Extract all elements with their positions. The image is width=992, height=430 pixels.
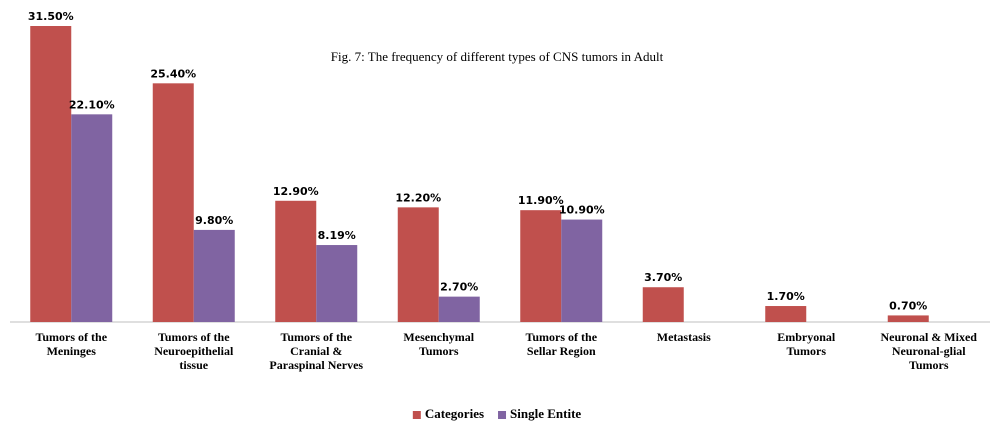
x-tick-label: Tumors of the Neuroepithelial tissue [154, 330, 234, 372]
bar [152, 83, 194, 322]
bar [642, 287, 684, 322]
data-label: 22.10% [69, 98, 115, 111]
x-tick-label-box: Embryonal Tumors [777, 330, 836, 358]
x-tick-label: Tumors of the Meninges [35, 330, 108, 358]
data-label: 31.50% [28, 10, 74, 23]
x-tick-label: Neuronal & Mixed Neuronal-glial Tumors [880, 330, 977, 372]
x-tick-label: Tumors of the Sellar Region [525, 330, 598, 358]
x-tick-label-box: Tumors of the Cranial & Paraspinal Nerve… [269, 330, 364, 372]
data-label: 10.90% [559, 204, 605, 217]
bar [193, 229, 235, 322]
data-label: 2.70% [440, 281, 478, 294]
data-label: 12.20% [395, 191, 441, 204]
x-tick-label: Embryonal Tumors [777, 330, 836, 358]
x-tick-label-box: Neuronal & Mixed Neuronal-glial Tumors [880, 330, 977, 372]
bar [30, 26, 72, 322]
x-tick-label: Metastasis [656, 330, 711, 344]
bar [438, 296, 480, 322]
x-tick-label-box: Metastasis [656, 330, 711, 344]
legend-label: Single Entite [510, 406, 581, 421]
bar [887, 315, 929, 322]
legend-swatch [412, 411, 421, 419]
legend-item: Single Entite [498, 406, 581, 421]
data-label: 8.19% [318, 229, 356, 242]
x-tick-label-box: Mesenchymal Tumors [403, 330, 475, 358]
bar [561, 219, 603, 322]
x-tick-label-box: Tumors of the Neuroepithelial tissue [154, 330, 234, 372]
bar [71, 114, 113, 322]
data-label: 0.70% [889, 299, 927, 312]
bar [765, 306, 807, 322]
x-tick-label-box: Tumors of the Meninges [35, 330, 108, 358]
data-label: 9.80% [195, 214, 233, 227]
x-tick-label-box: Tumors of the Sellar Region [525, 330, 598, 358]
x-tick-label: Mesenchymal Tumors [403, 330, 475, 358]
bar [397, 207, 439, 322]
data-label: 3.70% [644, 271, 682, 284]
legend-label: Categories [425, 406, 484, 421]
bar [316, 245, 358, 322]
bar [520, 210, 562, 322]
legend-item: Categories [412, 406, 484, 421]
data-label: 1.70% [767, 290, 805, 303]
bar [275, 200, 317, 322]
chart-title: Fig. 7: The frequency of different types… [331, 49, 664, 64]
data-label: 25.40% [150, 67, 196, 80]
data-label: 11.90% [518, 194, 564, 207]
legend: Categories Single Entite [412, 406, 581, 421]
legend-swatch [498, 411, 507, 419]
data-label: 12.90% [273, 185, 319, 198]
x-tick-label: Tumors of the Cranial & Paraspinal Nerve… [269, 330, 364, 372]
